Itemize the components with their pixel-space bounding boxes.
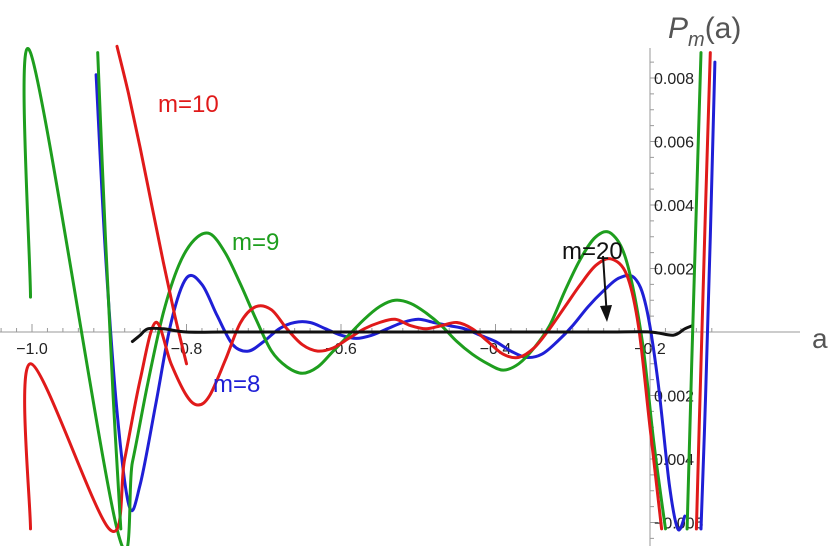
y-axis-title: Pm(a): [668, 12, 741, 51]
series-line-m9-1: [22, 47, 667, 546]
series-line-m10-3: [115, 44, 188, 366]
y-tick-label: 0.006: [654, 135, 694, 152]
label-m20: m=20: [562, 238, 623, 265]
label-m8: m=8: [213, 371, 260, 398]
annotations: m=10 m=9 m=8 m=20: [158, 91, 623, 398]
x-tick-label: −0.2: [634, 341, 666, 358]
series-line-m9-6: [685, 51, 703, 531]
axes: −1.0 −0.8 −0.6 −0.4 −0.20.0080.0060.0040.002…: [0, 12, 828, 546]
series-line-m10-2: [23, 257, 664, 533]
x-tick-label: −0.8: [171, 341, 203, 358]
series-line-m20-4: [130, 324, 694, 343]
x-tick-label: −1.0: [16, 341, 48, 358]
x-axis-title: a: [812, 323, 828, 354]
y-tick-label: 0.004: [654, 452, 694, 469]
label-m9: m=9: [232, 229, 279, 256]
y-tick-label: 0.008: [654, 71, 694, 88]
y-tick-label: 0.002: [654, 262, 694, 279]
label-m10: m=10: [158, 91, 219, 118]
y-tick-label: 0.002: [654, 389, 694, 406]
arrow-icon: [600, 255, 612, 322]
series-line-m9-8: [96, 51, 123, 531]
series-line-m10-7: [694, 51, 712, 531]
curves: [22, 44, 717, 546]
y-tick-label: 0.004: [654, 198, 694, 215]
series-line-m8-5: [699, 60, 717, 531]
x-tick-label: −0.6: [325, 341, 357, 358]
